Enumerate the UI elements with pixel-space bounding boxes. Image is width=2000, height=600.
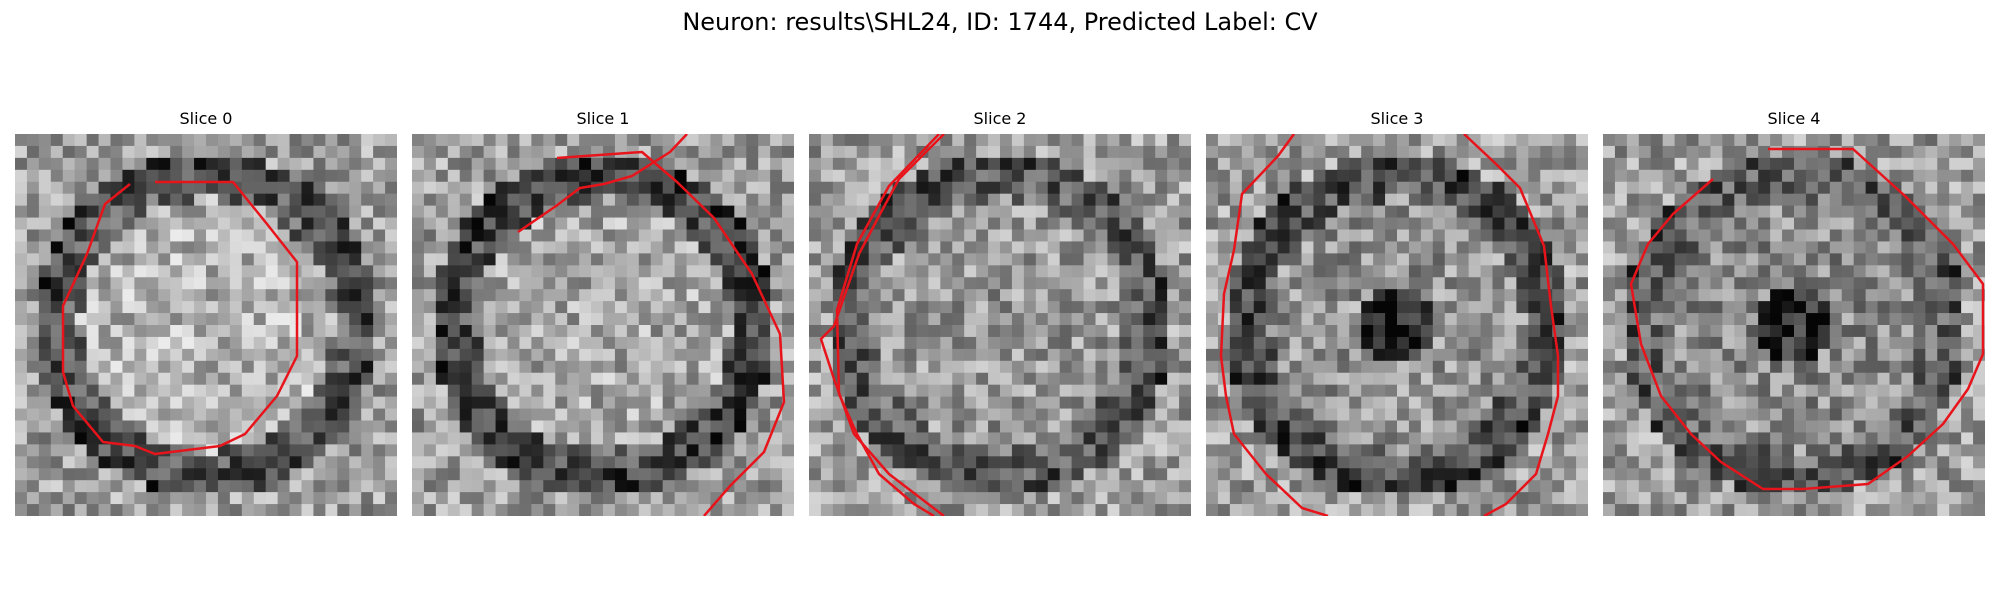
- panel-title: Slice 0: [179, 109, 233, 128]
- segmentation-contour: [819, 134, 945, 516]
- segmentation-contour: [61, 180, 299, 456]
- segmentation-contour: [517, 134, 688, 234]
- pixel-grid: [1206, 134, 1588, 516]
- pixel-grid: [15, 134, 397, 516]
- slice-image: [412, 134, 794, 516]
- panel-title: Slice 1: [576, 109, 630, 128]
- pixel-grid: [412, 134, 794, 516]
- segmentation-contour: [556, 150, 786, 516]
- panel-slice-0: Slice 0: [15, 108, 397, 520]
- panel-title: Slice 4: [1767, 109, 1821, 128]
- panel-slice-1: Slice 1: [412, 108, 794, 520]
- segmentation-contour: [1629, 147, 1985, 491]
- pixel-grid: [1603, 134, 1985, 516]
- pixel-grid: [809, 134, 1191, 516]
- slice-image: [1206, 134, 1588, 516]
- segmentation-contour: [1463, 134, 1560, 516]
- panel-slice-2: Slice 2: [809, 108, 1191, 520]
- segmentation-contour: [1219, 134, 1329, 516]
- panel-slice-4: Slice 4: [1603, 108, 1985, 520]
- panel-title: Slice 3: [1370, 109, 1424, 128]
- figure-title: Neuron: results\SHL24, ID: 1744, Predict…: [682, 8, 1318, 36]
- slice-image: [809, 134, 1191, 516]
- slice-image: [15, 134, 397, 516]
- panel-slice-3: Slice 3: [1206, 108, 1588, 520]
- panel-title: Slice 2: [973, 109, 1027, 128]
- slice-image: [1603, 134, 1985, 516]
- segmentation-contour: [835, 134, 940, 516]
